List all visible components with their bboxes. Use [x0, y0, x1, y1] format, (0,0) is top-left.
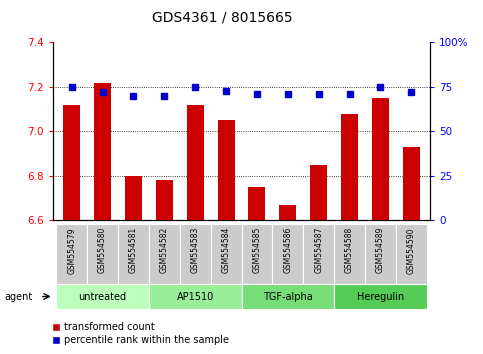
Text: GSM554584: GSM554584 [222, 227, 230, 273]
Text: AP1510: AP1510 [177, 291, 214, 302]
Bar [396, 224, 427, 284]
Bar [63, 105, 80, 221]
Bar [242, 284, 334, 309]
Bar [149, 224, 180, 284]
Text: GSM554583: GSM554583 [191, 227, 199, 273]
Bar [303, 224, 334, 284]
Bar [118, 224, 149, 284]
Text: GSM554580: GSM554580 [98, 227, 107, 273]
Bar [248, 187, 266, 221]
Bar [272, 224, 303, 284]
Text: GSM554586: GSM554586 [284, 227, 292, 273]
Bar [341, 114, 358, 221]
Text: Heregulin: Heregulin [357, 291, 404, 302]
Bar [94, 82, 111, 221]
Bar [125, 176, 142, 221]
Text: agent: agent [5, 291, 33, 302]
Text: GSM554587: GSM554587 [314, 227, 323, 273]
Text: GSM554588: GSM554588 [345, 227, 354, 273]
Text: GDS4361 / 8015665: GDS4361 / 8015665 [152, 11, 293, 25]
Bar [156, 181, 173, 221]
Bar [56, 284, 149, 309]
Bar [334, 224, 365, 284]
Text: GSM554582: GSM554582 [160, 227, 169, 273]
Text: GSM554589: GSM554589 [376, 227, 385, 273]
Bar [242, 224, 272, 284]
Bar [149, 284, 242, 309]
Text: GSM554590: GSM554590 [407, 227, 416, 274]
Bar [211, 224, 242, 284]
Text: TGF-alpha: TGF-alpha [263, 291, 313, 302]
Text: untreated: untreated [78, 291, 127, 302]
Text: GSM554581: GSM554581 [129, 227, 138, 273]
Bar [187, 105, 204, 221]
Text: GSM554585: GSM554585 [253, 227, 261, 273]
Bar [334, 284, 427, 309]
Text: GSM554579: GSM554579 [67, 227, 76, 274]
Legend: transformed count, percentile rank within the sample: transformed count, percentile rank withi… [48, 319, 233, 349]
Bar [87, 224, 118, 284]
Bar [180, 224, 211, 284]
Bar [310, 165, 327, 221]
Bar [217, 120, 235, 221]
Bar [365, 224, 396, 284]
Bar [372, 98, 389, 221]
Bar [279, 205, 296, 221]
Bar [56, 224, 87, 284]
Bar [403, 147, 420, 221]
